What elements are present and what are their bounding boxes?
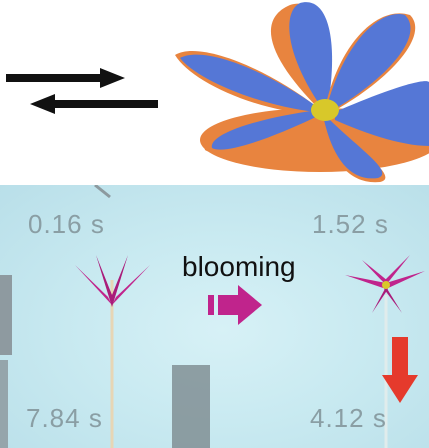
blooming-label: blooming <box>182 251 296 282</box>
flower-schematic <box>175 2 429 183</box>
flower-closed-left <box>75 255 150 448</box>
photo-panel: 0.16 s 1.52 s 7.84 s 4.12 s <box>0 185 429 448</box>
time-label-bottom-left: 7.84 s <box>26 403 103 433</box>
flower-open-right <box>345 255 425 448</box>
time-label-bottom-right: 4.12 s <box>310 403 387 433</box>
schematic-svg <box>6 2 429 183</box>
blooming-arrow-icon <box>208 285 262 325</box>
backward-arrow-icon <box>30 94 158 114</box>
time-label-top-right: 1.52 s <box>312 209 389 239</box>
time-label-top-left: 0.16 s <box>28 209 105 239</box>
schematic-panel <box>0 0 429 185</box>
forward-arrow-icon <box>6 68 125 88</box>
flower-center <box>311 99 339 121</box>
photo-svg <box>0 185 425 448</box>
down-arrow-icon <box>382 337 418 403</box>
